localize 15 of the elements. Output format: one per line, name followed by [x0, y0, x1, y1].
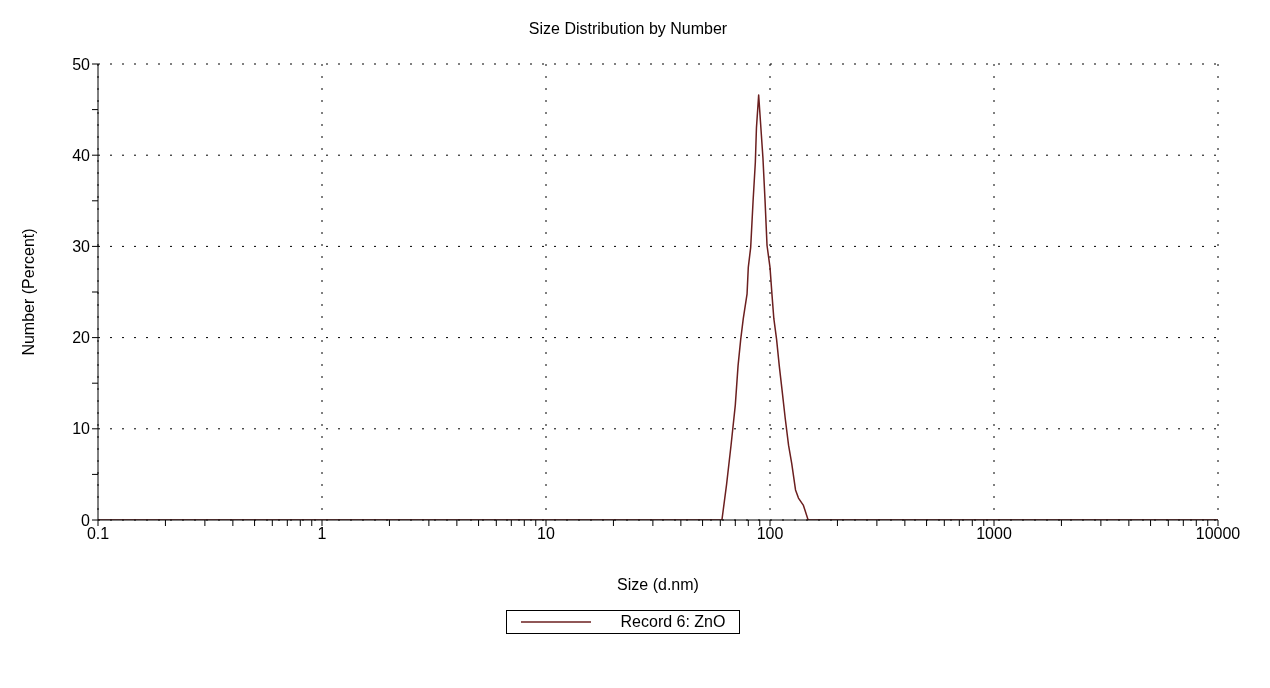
legend-label: Record 6: ZnO — [620, 613, 726, 631]
y-tick-label: 10 — [72, 420, 91, 438]
y-tick-label: 40 — [72, 146, 91, 164]
x-tick-label: 10000 — [1195, 525, 1241, 543]
y-tick-label: 20 — [72, 329, 91, 347]
y-tick-label: 50 — [72, 55, 91, 73]
x-tick-label: 1 — [317, 525, 327, 543]
chart-title: Size Distribution by Number — [527, 20, 729, 38]
x-tick-label: 0.1 — [86, 525, 110, 543]
y-tick-label: 30 — [72, 238, 91, 256]
x-tick-label: 100 — [756, 525, 784, 543]
y-axis-title: Number (Percent) — [19, 228, 37, 356]
x-tick-label: 1000 — [976, 525, 1012, 543]
x-axis-title: Size (d.nm) — [617, 576, 699, 593]
x-tick-label: 10 — [537, 525, 555, 543]
